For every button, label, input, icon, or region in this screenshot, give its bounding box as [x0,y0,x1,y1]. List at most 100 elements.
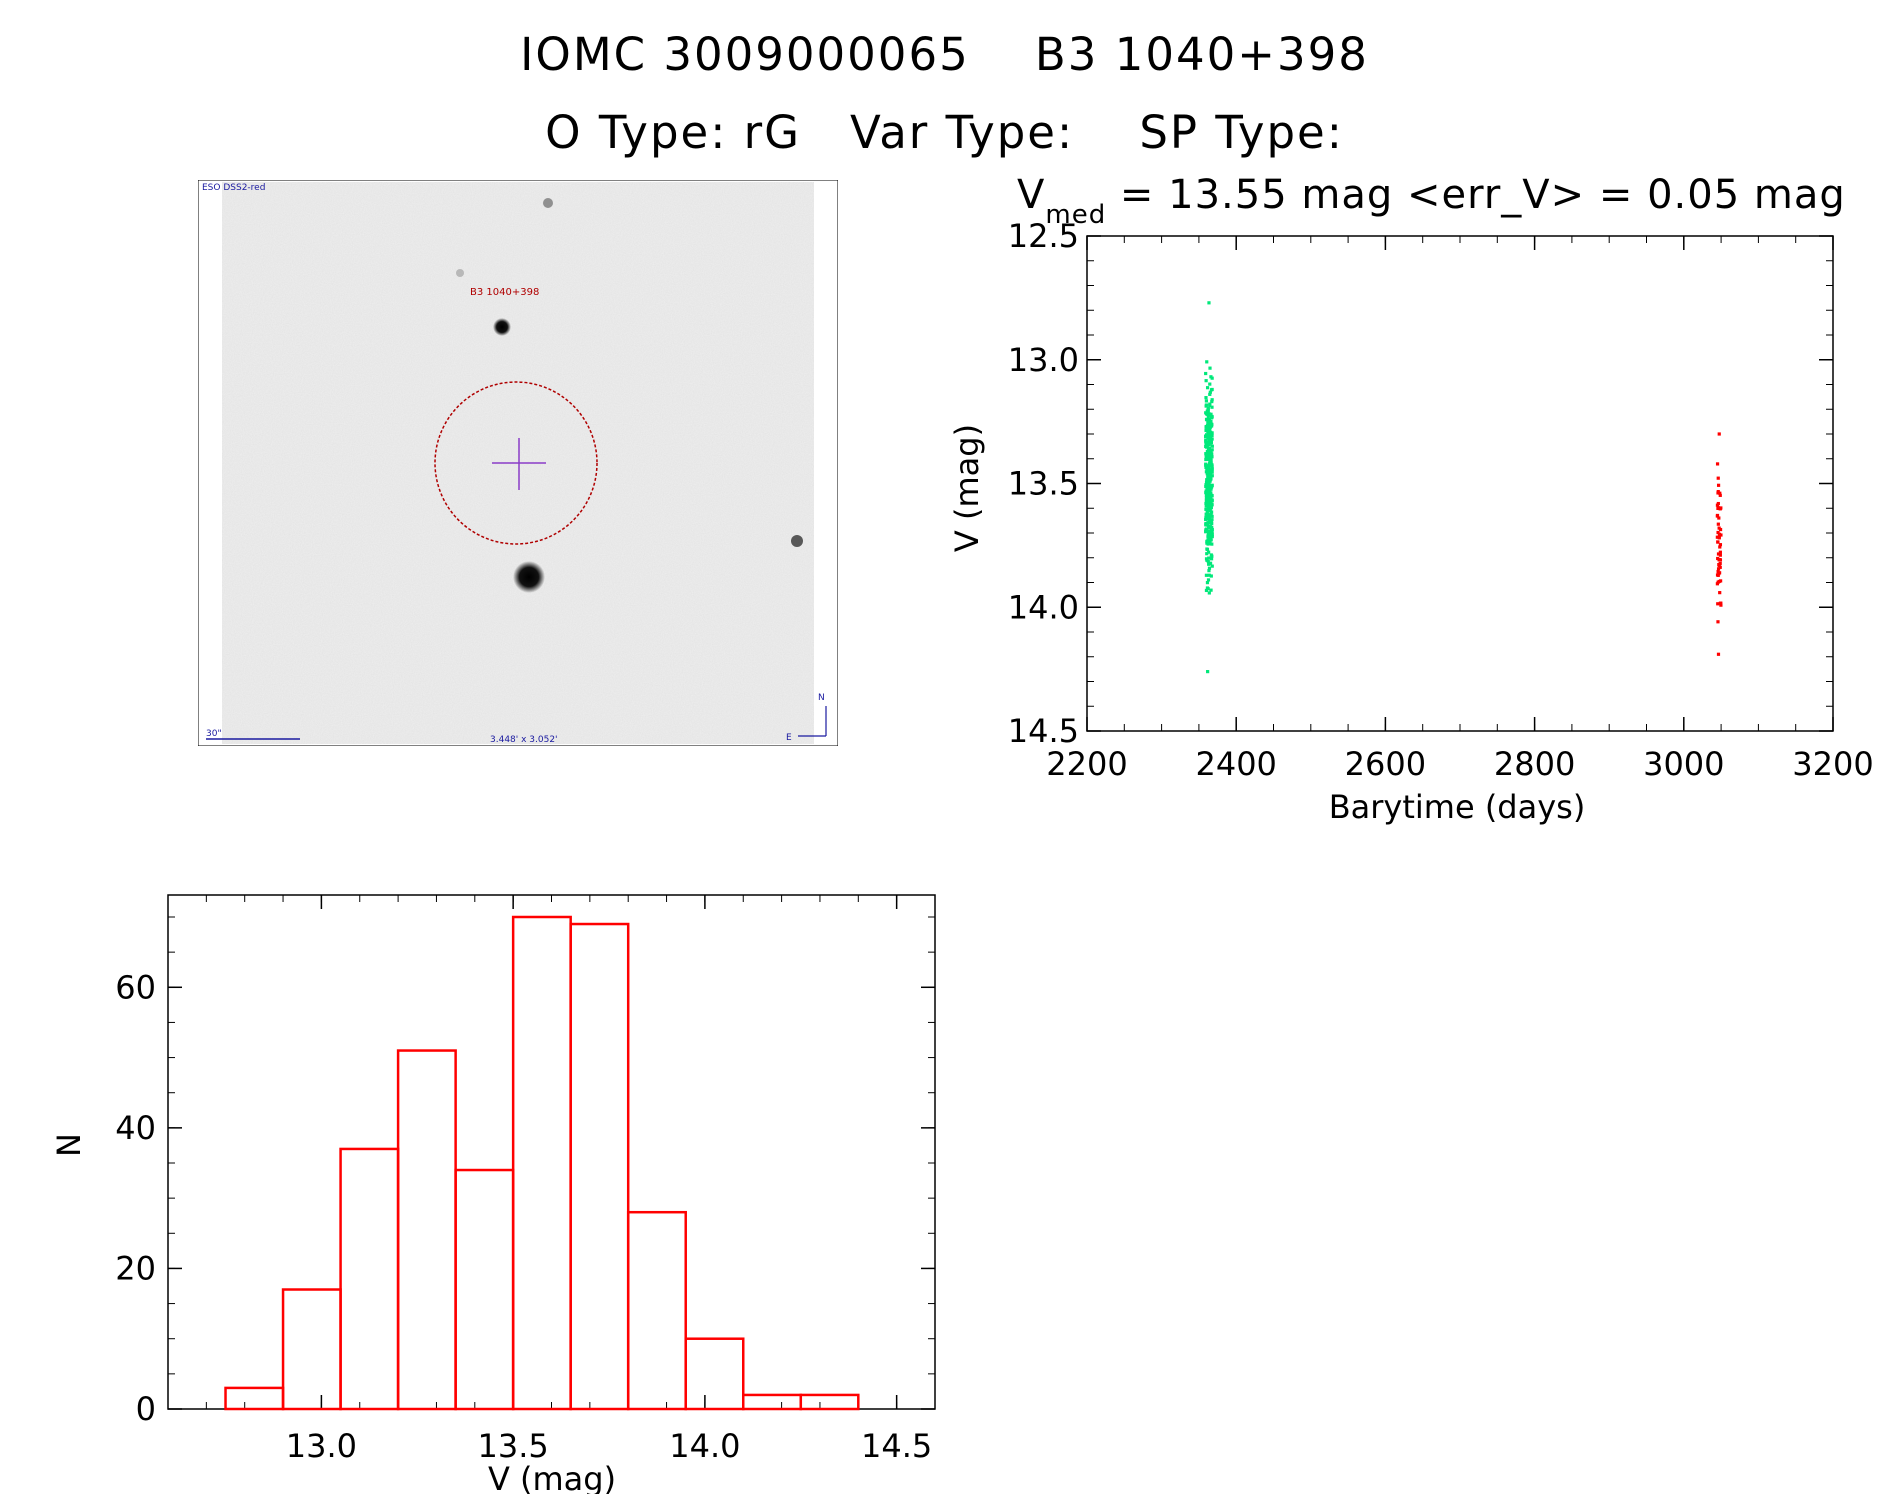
data-point [1208,496,1212,500]
data-point [1210,525,1214,530]
compass-n-label: N [818,693,825,703]
data-point [1208,493,1212,497]
data-point [1715,573,1720,577]
data-point [1206,426,1211,430]
data-point [1207,301,1211,305]
bright-star [513,561,545,593]
data-point [1716,483,1721,487]
x-tick-label: 2200 [1046,745,1127,783]
data-point [1209,553,1213,557]
hist-x-tick-label: 14.0 [669,1427,740,1465]
data-point [1205,581,1210,585]
data-point [1208,460,1212,464]
data-point [1210,399,1214,404]
data-point [1204,403,1208,407]
data-point [1204,452,1208,456]
data-point [1204,523,1208,527]
x-tick-label: 2400 [1195,745,1276,783]
histogram-chart: 13.0 13.5 14.0 14.5 0 20 40 60 V (mag) N [50,894,936,1494]
data-point [1208,382,1212,386]
star [493,318,511,336]
data-point [1205,449,1209,453]
data-point [1207,457,1211,462]
data-point [1205,509,1209,514]
data-point [1208,403,1212,408]
data-point [1209,416,1214,420]
data-point [1716,552,1721,556]
chart-title-line-1: IOMC 3009000065 B3 1040+398 [520,28,1369,81]
data-point [1208,561,1213,565]
data-point [1206,521,1210,525]
data-point [1210,494,1214,498]
data-point [1207,505,1211,510]
data-point [1207,475,1211,479]
hist-x-tick-label: 13.5 [478,1427,549,1465]
data-point [1204,396,1208,400]
data-point [1210,465,1214,469]
data-point [1205,552,1209,556]
field-size-label: 3.448' x 3.052' [490,735,558,745]
histogram-bar [626,1210,687,1411]
histogram-bar [454,1168,515,1411]
data-point [1210,376,1214,380]
data-point [1204,462,1208,466]
data-point [1207,566,1212,570]
y-axis-label: V (mag) [948,424,986,552]
data-point [1206,578,1211,582]
data-point [1207,419,1211,423]
hist-y-tick-label: 40 [115,1109,156,1147]
data-point [1204,528,1208,532]
data-point [1716,501,1720,506]
data-point [1206,542,1210,546]
faint-star [456,269,464,277]
data-point [1716,506,1720,511]
data-point [1207,437,1212,441]
finder-chart-image: ESO DSS2-red B3 1040+398 30" 3.448' x 3.… [198,180,838,746]
data-point [1206,415,1210,419]
data-point [1205,490,1209,495]
data-point [1210,398,1214,402]
data-point [1716,580,1720,584]
data-point [1209,463,1214,467]
histogram-bar [281,1288,342,1411]
data-point [1204,530,1208,534]
data-point [1717,563,1721,567]
data-point [1205,466,1209,471]
data-point [1718,543,1723,547]
data-point [1210,498,1214,502]
data-point [1205,547,1209,551]
data-point [1204,444,1208,449]
data-point [1715,535,1719,539]
data-point [1208,425,1212,430]
data-point [1206,412,1210,416]
data-point [1204,500,1209,505]
data-point [1209,574,1213,578]
histogram-bar [742,1393,803,1411]
data-point [1715,503,1720,507]
data-point [1209,588,1213,592]
histogram-bar [224,1386,285,1411]
data-point [1718,545,1722,549]
data-point [1716,530,1720,535]
data-point [1206,469,1210,473]
data-point [1207,556,1211,560]
data-point [1204,588,1209,593]
histogram-bar [339,1147,400,1411]
data-point [1209,491,1213,495]
title-rest: = 13.55 mag <err_V> = 0.05 mag [1106,172,1846,218]
data-point [1716,476,1720,480]
data-point [1204,512,1208,516]
hist-y-tick-label: 20 [115,1249,156,1287]
y-tick-label: 13.0 [1008,341,1079,379]
histogram-bar [396,1049,457,1411]
data-point [1208,435,1213,439]
data-point [1205,418,1209,422]
data-point [1205,478,1209,482]
data-point [1718,491,1722,495]
data-point [1210,437,1214,441]
data-point [1209,457,1213,462]
scale-label: 30" [206,729,222,739]
data-point [1204,399,1209,403]
x-tick-label: 2800 [1494,745,1575,783]
hist-y-axis-label: N [50,1133,88,1157]
